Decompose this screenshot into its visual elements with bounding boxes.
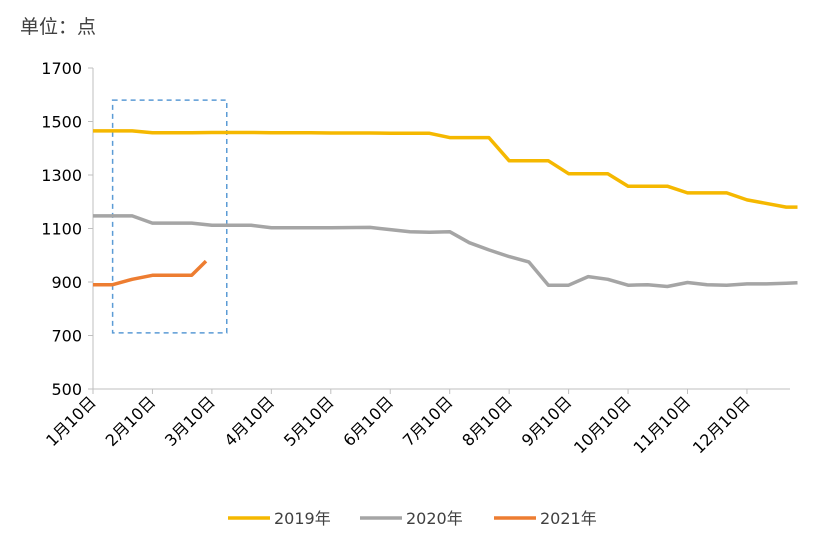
x-tick-label: 3月10日 (161, 392, 219, 450)
y-tick-label: 900 (51, 273, 82, 292)
x-tick-label: 7月10日 (399, 392, 457, 450)
x-tick-label: 4月10日 (221, 392, 279, 450)
chart-ticks: 500 700 900 1100 1300 1500 1700 1月10日 2月10日 3月10日… (41, 59, 753, 457)
series-line (93, 129, 798, 209)
x-tick-label: 10月10日 (570, 392, 635, 457)
series-layer (93, 129, 798, 289)
series-line (93, 259, 208, 287)
chart-axes (92, 68, 790, 390)
y-tick-label: 500 (51, 380, 82, 399)
y-tick-label: 1100 (41, 220, 82, 239)
x-tick-label: 8月10日 (458, 392, 516, 450)
series-line (93, 214, 798, 289)
unit-label: 单位：点 (20, 16, 97, 38)
legend-label: 2020年 (406, 509, 463, 528)
x-tick-label: 2月10日 (102, 392, 160, 450)
y-tick-label: 700 (51, 327, 82, 346)
legend-label: 2019年 (274, 509, 331, 528)
x-tick-label: 1月10日 (42, 392, 100, 450)
legend-label: 2021年 (540, 509, 597, 528)
x-tick-label: 12月10日 (689, 392, 754, 457)
x-tick-label: 6月10日 (339, 392, 397, 450)
y-tick-label: 1500 (41, 113, 82, 132)
y-tick-label: 1700 (41, 59, 82, 78)
chart-legend: 2019年 2020年 2021年 (228, 509, 597, 528)
x-tick-label: 9月10日 (518, 392, 576, 450)
x-tick-label: 5月10日 (280, 392, 338, 450)
y-tick-label: 1300 (41, 166, 82, 185)
x-tick-label: 11月10日 (629, 392, 694, 457)
